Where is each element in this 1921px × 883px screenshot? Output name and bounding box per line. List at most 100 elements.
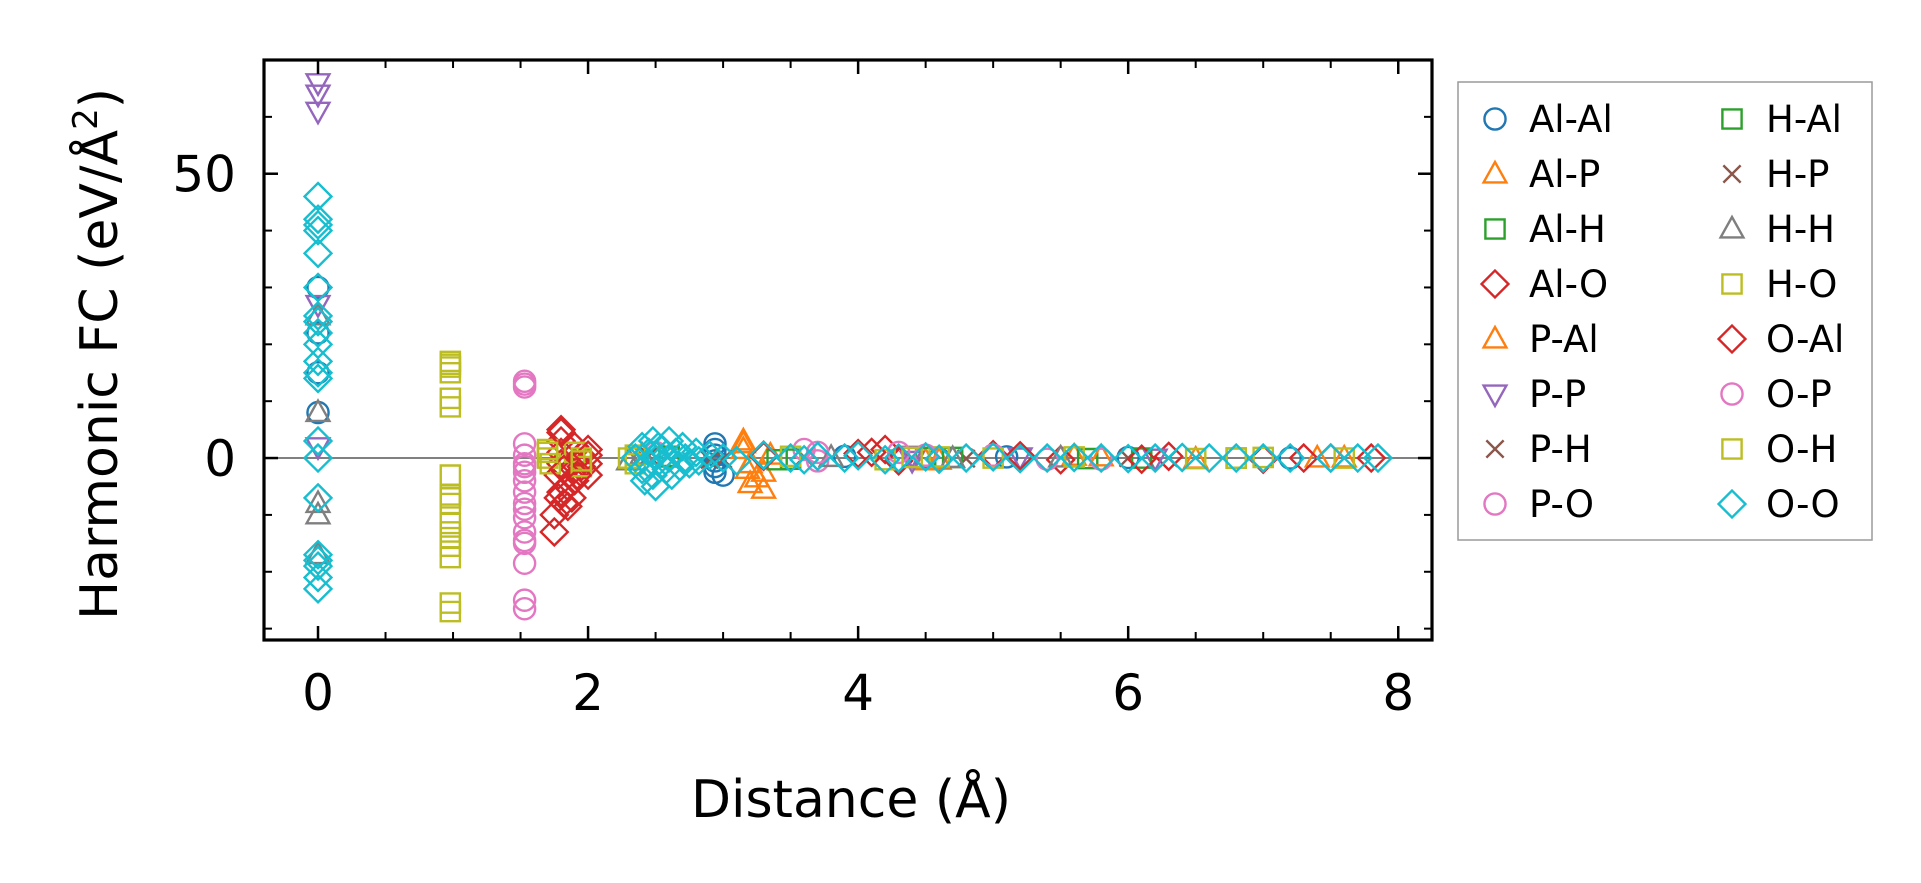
data-point	[1362, 442, 1394, 474]
legend-marker	[1479, 268, 1511, 300]
data-point	[512, 369, 537, 394]
data-point	[1140, 442, 1171, 474]
legend-item: O-H	[1721, 428, 1837, 471]
legend-marker	[1481, 324, 1509, 349]
legend-label: Al-P	[1529, 153, 1600, 196]
data-point	[439, 487, 462, 509]
data-point	[545, 417, 577, 448]
data-point	[302, 573, 334, 604]
data-point	[302, 215, 334, 246]
data-point	[1086, 442, 1117, 474]
data-point	[1059, 442, 1090, 473]
data-point	[512, 520, 537, 544]
data-point	[939, 444, 967, 469]
data-point	[994, 445, 1019, 469]
data-point	[439, 353, 462, 376]
data-point	[512, 491, 537, 516]
x-tick-label: 4	[842, 664, 874, 722]
data-point	[788, 444, 820, 475]
legend-label: P-Al	[1529, 318, 1599, 361]
legend-item: O-Al	[1716, 318, 1844, 361]
data-point	[439, 546, 462, 569]
data-point	[556, 482, 588, 513]
data-point	[543, 482, 574, 513]
data-point	[512, 454, 537, 479]
data-point	[656, 459, 687, 491]
data-point	[703, 437, 727, 462]
legend-label: P-P	[1529, 373, 1586, 416]
y-axis-label-main: Harmonic FC (eV/Å	[68, 129, 130, 620]
data-point	[1275, 442, 1306, 474]
data-point	[729, 426, 757, 451]
legend-item: H-O	[1721, 263, 1837, 306]
data-point	[439, 396, 462, 418]
data-point	[302, 425, 334, 457]
data-point	[302, 346, 334, 377]
data-point	[302, 204, 334, 235]
legend-label: H-P	[1766, 153, 1830, 196]
data-point	[512, 460, 537, 485]
data-point	[439, 361, 462, 384]
data-point	[1089, 447, 1113, 471]
legend-label: O-P	[1766, 373, 1832, 416]
data-point	[539, 499, 570, 531]
data-point	[302, 306, 334, 337]
data-point	[512, 551, 537, 575]
data-point	[539, 452, 562, 475]
data-point	[439, 600, 462, 623]
data-point	[1032, 442, 1063, 474]
legend-marker	[1721, 108, 1743, 130]
legend-marker	[1720, 382, 1744, 406]
series-p-o	[512, 369, 1113, 621]
legend-item: H-Al	[1721, 98, 1842, 141]
legend-marker	[1721, 438, 1743, 460]
data-point	[951, 442, 982, 474]
legend-item: H-P	[1722, 153, 1830, 196]
data-point	[817, 443, 845, 468]
data-point	[1116, 445, 1140, 470]
legend-marker	[1483, 107, 1507, 131]
data-point	[1113, 443, 1144, 474]
data-point	[512, 375, 537, 399]
data-point	[729, 429, 757, 454]
data-point	[683, 445, 714, 477]
data-point	[302, 363, 334, 394]
legend-marker	[1721, 273, 1743, 295]
legend-label: Al-O	[1529, 263, 1608, 306]
y-axis-label-sup: 2	[66, 108, 106, 130]
data-point	[512, 480, 537, 504]
data-point	[883, 442, 914, 474]
legend-marker	[1716, 488, 1748, 520]
legend-marker	[1722, 164, 1742, 184]
plot-frame	[262, 58, 1434, 642]
legend-marker	[1718, 214, 1746, 239]
data-point	[1330, 443, 1358, 468]
legend-label: P-H	[1529, 428, 1592, 471]
data-point	[302, 442, 334, 474]
data-point	[304, 398, 332, 423]
data-point	[439, 526, 462, 549]
data-point	[1005, 440, 1036, 471]
data-point	[302, 357, 334, 388]
legend-item: P-Al	[1481, 318, 1599, 361]
legend-marker	[1481, 159, 1509, 184]
data-point	[545, 414, 577, 445]
legend-label: O-O	[1766, 483, 1840, 526]
legend-label: Al-Al	[1529, 98, 1613, 141]
data-point	[775, 442, 806, 474]
legend-label: H-O	[1766, 263, 1837, 306]
legend-item: Al-Al	[1483, 98, 1613, 141]
data-point	[552, 491, 583, 522]
data-point	[1153, 441, 1184, 472]
legend-label: O-Al	[1766, 318, 1844, 361]
legend: Al-Al Al-P Al-H Al-O P-Al P-P P-H P-O H-Al H-P H-H…	[1457, 81, 1873, 541]
legend-marker	[1716, 323, 1748, 355]
data-point	[829, 442, 860, 474]
data-point	[664, 451, 696, 482]
data-point	[302, 550, 334, 582]
data-point	[674, 448, 705, 479]
data-point	[306, 321, 330, 345]
legend-item: O-O	[1716, 483, 1840, 526]
data-point	[1303, 443, 1331, 468]
data-point	[304, 294, 332, 319]
